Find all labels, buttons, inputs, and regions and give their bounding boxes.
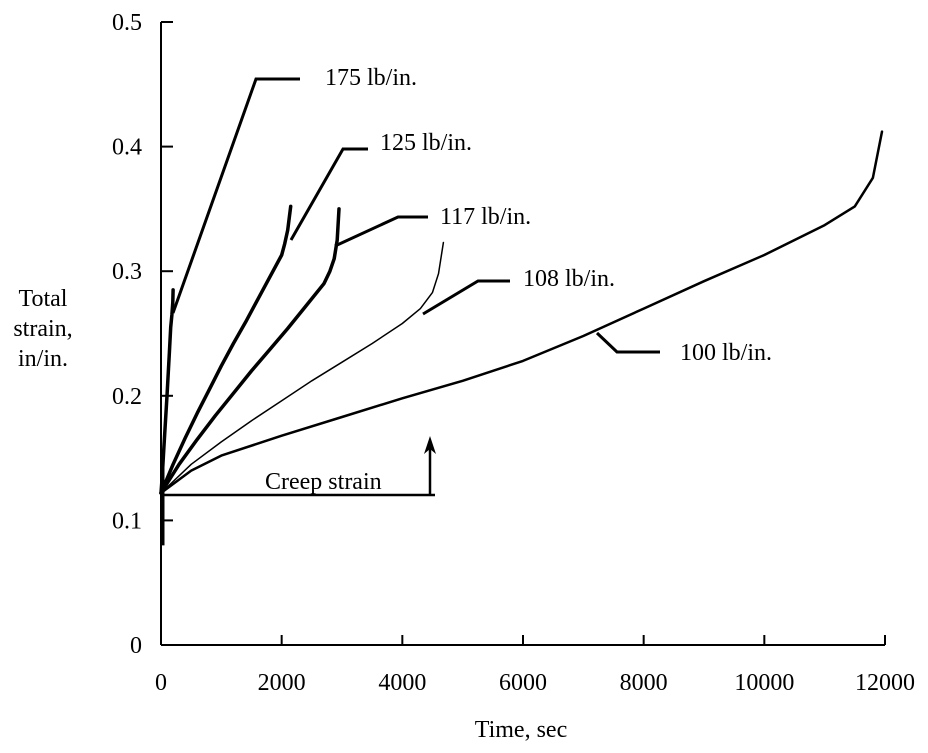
y-axis-label-line-3: in/in.: [18, 346, 68, 372]
labels: 175 lb/in. 125 lb/in. 117 lb/in. 108 lb/in.…: [325, 65, 772, 366]
series-label-1: 125 lb/in.: [380, 130, 472, 156]
series-label-4: 100 lb/in.: [680, 340, 772, 366]
x-axis-label: Time, sec: [475, 717, 567, 743]
curves: [159, 130, 884, 546]
series-leader-0: [171, 77, 300, 314]
y-tick-label-1: 0.1: [112, 508, 142, 534]
y-tick-label-5: 0.5: [112, 10, 142, 36]
series-leader-4: [595, 331, 660, 354]
series-label-0: 175 lb/in.: [325, 65, 417, 91]
creep-strain-arrow-head: [424, 436, 436, 454]
series-curve-4: [159, 130, 884, 495]
x-tick-label-5: 10000: [734, 670, 794, 696]
series-curve-1: [159, 204, 293, 495]
series-curve-2: [159, 207, 341, 495]
x-tick-label-0: 0: [155, 670, 167, 696]
y-tick-label-3: 0.3: [112, 259, 142, 285]
y-axis-label-line-1: Total: [19, 286, 68, 312]
ticks: 0 2000 4000 6000 8000 10000 12000 0 0.1 0.2 0.3 0.4…: [112, 10, 915, 696]
axes: [160, 22, 885, 646]
x-tick-label-2: 4000: [378, 670, 426, 696]
series-leader-1: [289, 147, 368, 241]
x-tick-label-1: 2000: [258, 670, 306, 696]
x-tick-label-6: 12000: [855, 670, 915, 696]
creep-strain-annotation: Creep strain: [163, 436, 436, 497]
series-leader-3: [422, 279, 510, 316]
leaders: [171, 77, 660, 354]
series-leader-2: [334, 215, 428, 248]
y-tick-label-4: 0.4: [112, 135, 142, 161]
series-label-2: 117 lb/in.: [440, 204, 531, 230]
x-tick-label-4: 8000: [620, 670, 668, 696]
y-tick-label-2: 0.2: [112, 384, 142, 410]
creep-strain-label: Creep strain: [265, 469, 382, 495]
y-axis-label-line-2: strain,: [13, 316, 72, 342]
series-curve-0: [159, 288, 175, 495]
series-curve-3: [160, 241, 445, 494]
y-tick-label-0: 0: [130, 633, 142, 659]
series-label-3: 108 lb/in.: [523, 266, 615, 292]
x-tick-label-3: 6000: [499, 670, 547, 696]
